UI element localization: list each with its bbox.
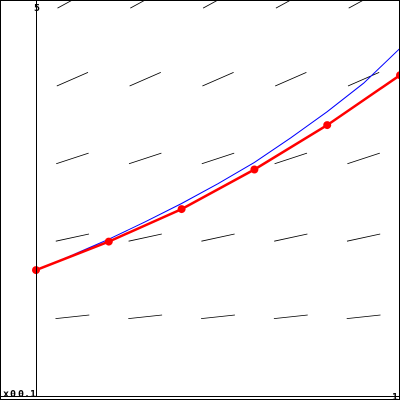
approximation-point <box>104 237 113 246</box>
approximation-point <box>177 205 186 214</box>
approximation-point <box>250 165 259 174</box>
slope-segment <box>202 72 234 87</box>
slope-segment <box>273 314 308 319</box>
slope-segment <box>56 72 89 87</box>
slope-segment <box>346 233 381 242</box>
slope-segment <box>347 152 380 165</box>
slope-segment <box>275 72 307 87</box>
slope-field <box>55 0 381 319</box>
approximation-point <box>323 121 332 130</box>
slope-segment <box>56 152 89 165</box>
y-max-tick-label: 5 <box>34 3 40 14</box>
slope-segment <box>201 314 235 319</box>
y-min-tick-label: 0.1 <box>18 389 36 400</box>
slope-segment <box>275 0 292 9</box>
series-group <box>32 47 400 275</box>
slope-segment <box>128 152 162 165</box>
slope-segment <box>55 233 90 242</box>
slope-segment <box>128 314 163 319</box>
slope-segment <box>128 233 162 242</box>
slope-segment <box>347 72 380 87</box>
x-min-tick-label: 0 <box>10 389 16 400</box>
slope-segment <box>346 314 381 319</box>
slope-segment <box>129 72 161 87</box>
slope-segment <box>201 152 235 165</box>
slope-segment <box>57 0 74 9</box>
slope-segment <box>202 0 219 9</box>
slope-segment <box>348 0 365 9</box>
slope-segment <box>55 314 90 319</box>
slope-segment <box>201 233 235 242</box>
x-max-tick-label: 1 <box>392 392 398 400</box>
slope-segment <box>130 0 147 9</box>
approximation-line <box>35 74 400 272</box>
slope-segment <box>274 152 308 165</box>
slope-segment <box>274 233 308 242</box>
exact-solution-line <box>35 47 400 271</box>
origin-mark-label: x <box>3 389 9 400</box>
